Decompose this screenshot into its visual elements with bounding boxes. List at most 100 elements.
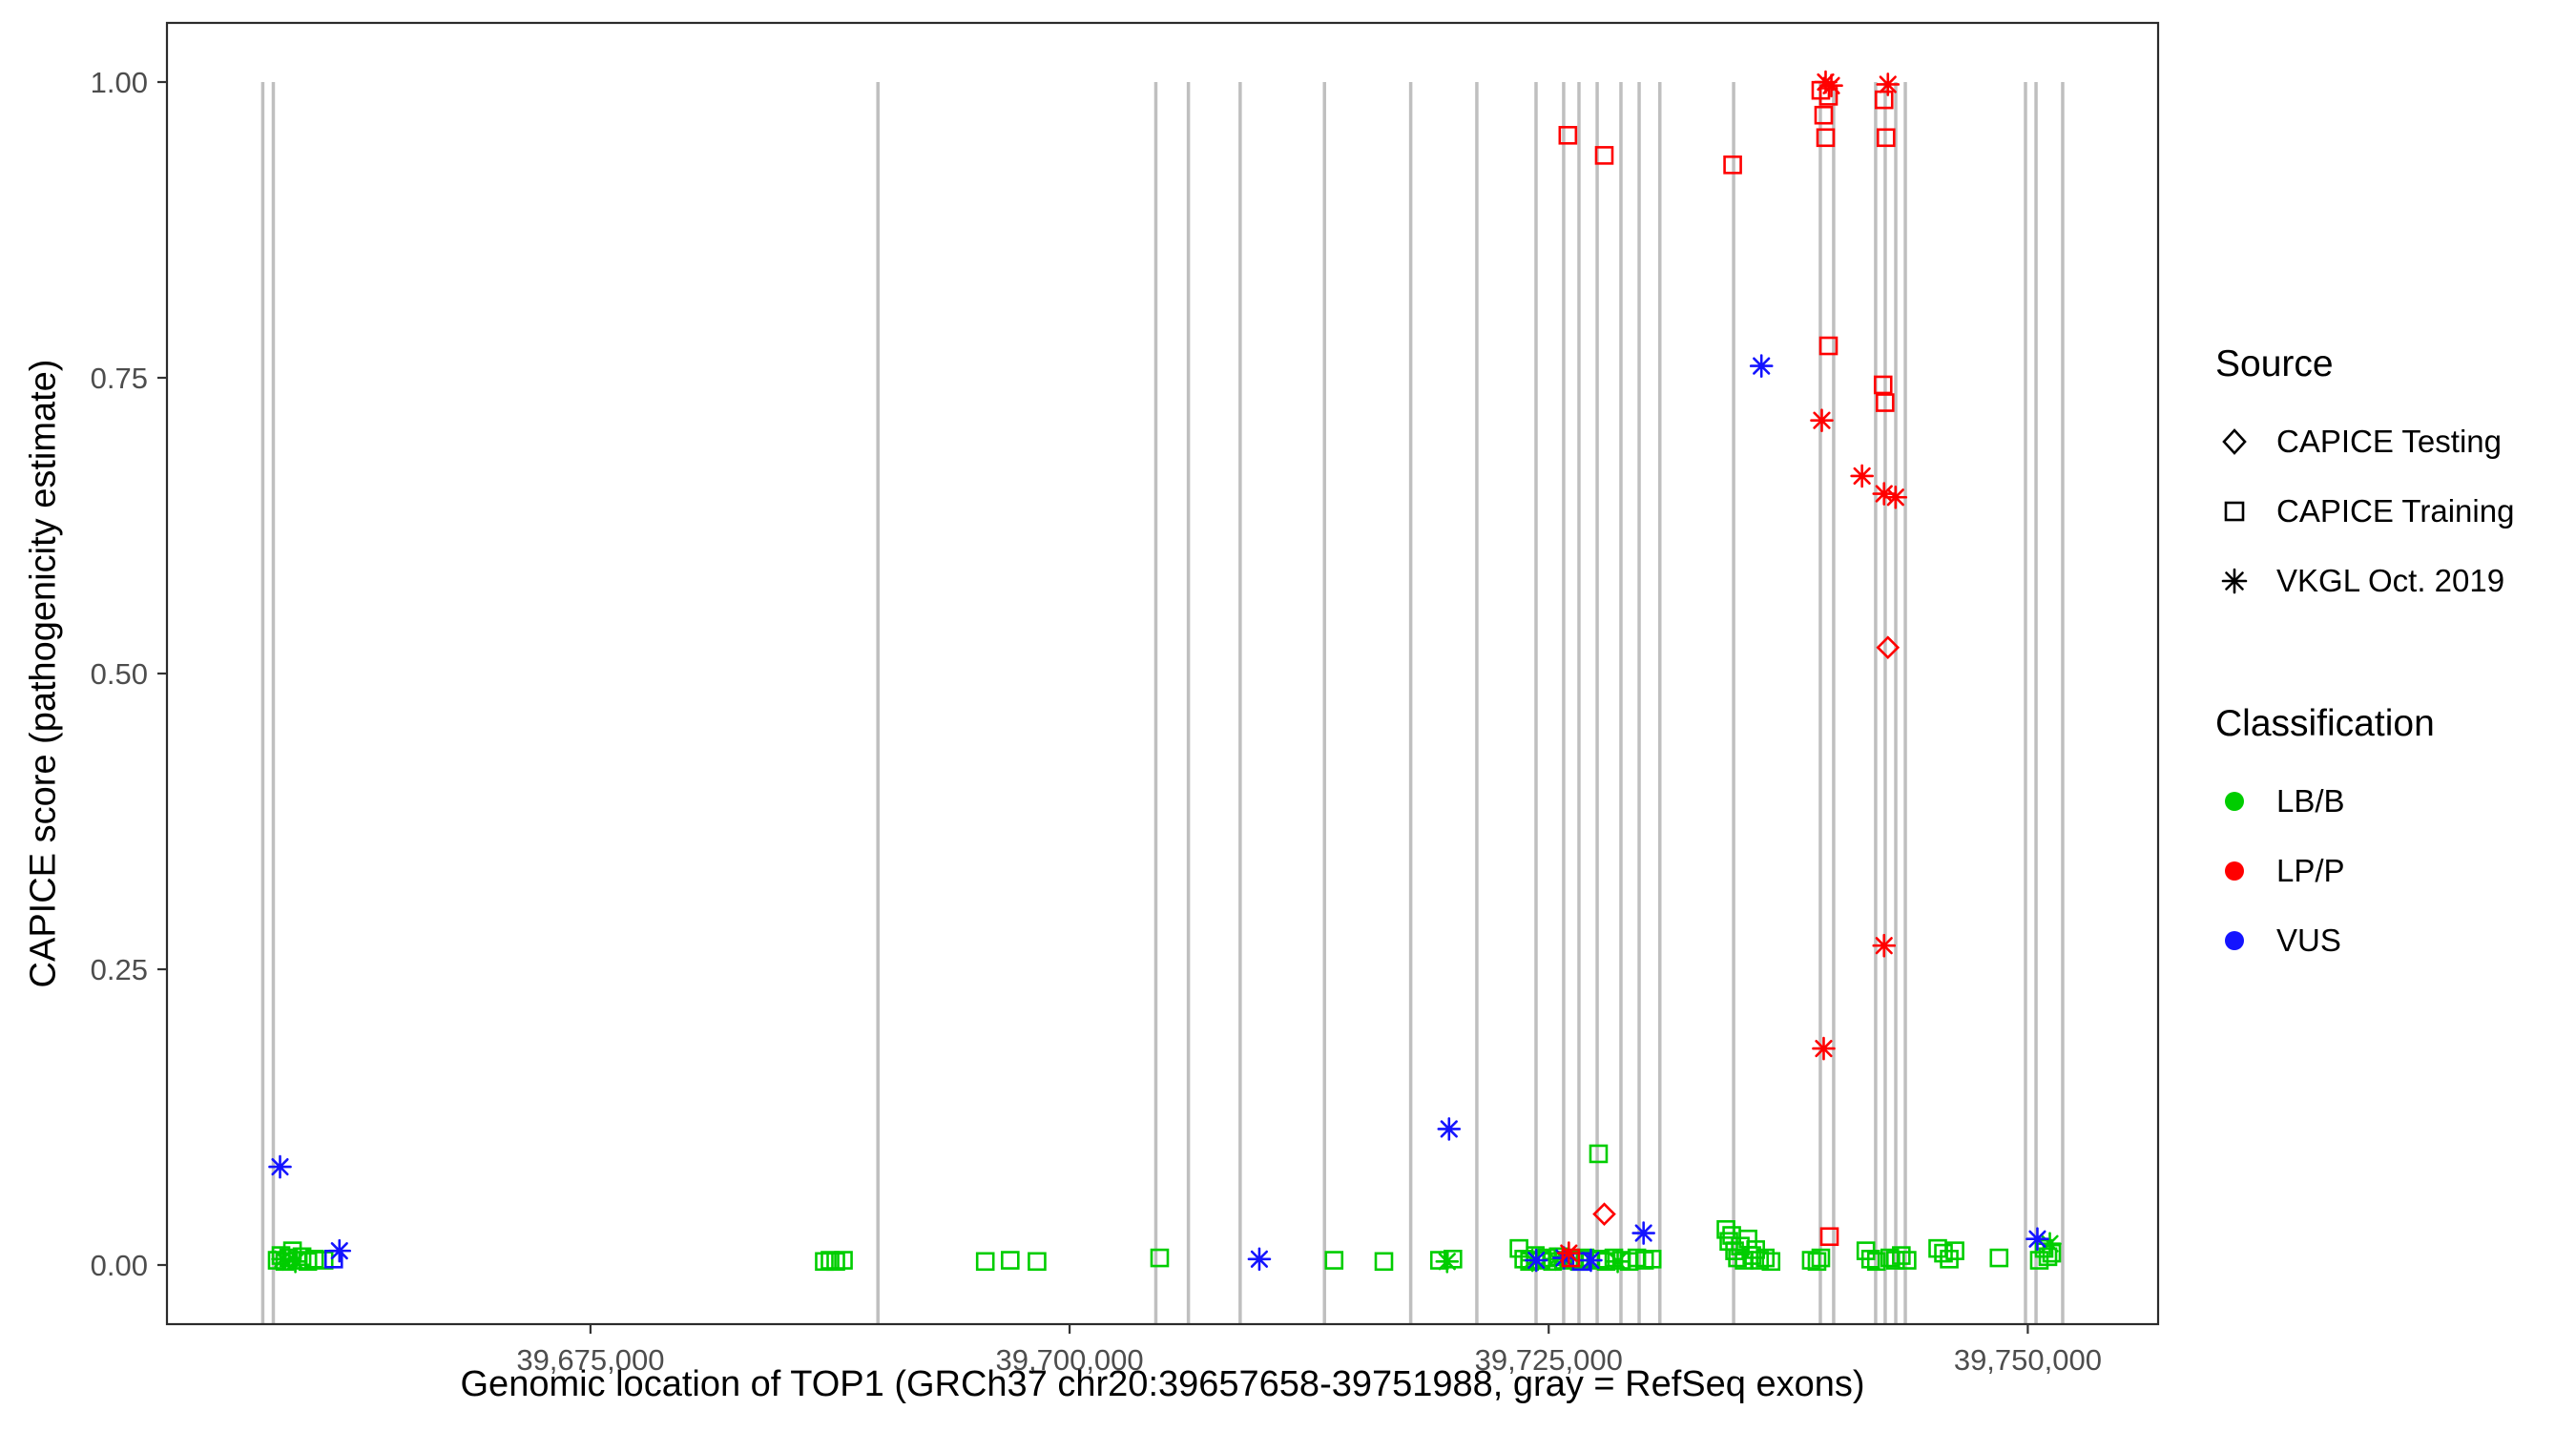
data-point-square (1324, 1251, 1344, 1270)
data-point-square (1814, 105, 1834, 125)
x-tick-label: 39,700,000 (996, 1343, 1144, 1377)
y-tick-label: 0.50 (91, 657, 148, 691)
data-point-asterisk (1524, 1248, 1548, 1273)
data-point-square (1886, 1251, 1905, 1270)
legend-item-label: CAPICE Testing (2276, 423, 2502, 459)
data-point-square (1374, 1252, 1394, 1272)
data-point-asterisk (2038, 1232, 2062, 1255)
legend-item-label: LB/B (2276, 782, 2345, 819)
data-point-square (1558, 126, 1578, 145)
data-point-asterisk (1812, 1036, 1836, 1061)
legend-item-vus: VUS (2215, 905, 2514, 975)
data-point-asterisk (1749, 354, 1774, 378)
data-point-asterisk (1247, 1247, 1272, 1272)
data-point-asterisk (268, 1154, 292, 1179)
data-point-square (1875, 393, 1895, 412)
data-point-asterisk (1872, 482, 1897, 506)
data-point-square (1728, 1248, 1747, 1268)
data-point-square (1594, 146, 1614, 165)
data-point-square (1866, 1252, 1886, 1272)
legend-spacer (2215, 615, 2514, 703)
data-point-square (1892, 1246, 1911, 1265)
data-point-asterisk (1579, 1248, 1603, 1273)
green-dot-icon (2215, 782, 2254, 820)
data-point-square (1001, 1251, 1020, 1270)
data-point-asterisk (1876, 73, 1901, 96)
data-point-square (1716, 1220, 1735, 1239)
data-point-square (1028, 1252, 1047, 1272)
x-axis-title: Genomic location of TOP1 (GRCh37 chr20:3… (460, 1364, 1865, 1404)
data-point-square (1750, 1251, 1769, 1270)
data-point-asterisk (1883, 485, 1908, 509)
data-point-asterisk (1819, 73, 1843, 98)
data-point-square (1589, 1144, 1609, 1164)
diamond-icon (2215, 423, 2254, 461)
legend-item-lpp: LP/P (2215, 836, 2514, 905)
legend-item-label: VUS (2276, 922, 2341, 958)
data-point-square (815, 1252, 834, 1272)
square-icon (2215, 492, 2254, 530)
data-point-square (1873, 375, 1893, 395)
legend-item-vkgl: VKGL Oct. 2019 (2215, 546, 2514, 615)
data-point-square (304, 1250, 324, 1269)
legend-item-lbb: LB/B (2215, 766, 2514, 836)
legend-source-title: Source (2215, 343, 2334, 384)
data-point-asterisk (1810, 408, 1834, 432)
y-tick-label: 1.00 (91, 66, 148, 99)
y-tick-label: 0.00 (91, 1249, 148, 1282)
data-point-square (1934, 1243, 1953, 1263)
data-point-square (1945, 1241, 1964, 1260)
data-point-square (1876, 128, 1896, 148)
x-tick-label: 39,725,000 (1475, 1343, 1623, 1377)
data-point-asterisk (283, 1249, 307, 1274)
blue-dot-icon (2215, 922, 2254, 960)
data-point-square (2038, 1247, 2058, 1267)
data-point-asterisk (1557, 1241, 1581, 1265)
data-point-square (1807, 1252, 1827, 1272)
legend-classification-title: Classification (2215, 703, 2435, 744)
data-point-square (1444, 1250, 1463, 1269)
y-tick-label: 0.25 (91, 953, 148, 986)
y-tick-label: 0.75 (91, 362, 148, 395)
data-point-square (323, 1250, 343, 1269)
data-point-diamond (1876, 635, 1901, 660)
data-point-square (292, 1247, 312, 1267)
data-point-square (834, 1251, 853, 1270)
data-point-asterisk (271, 1247, 295, 1272)
data-point-square (1818, 87, 1839, 106)
data-point-asterisk (2025, 1227, 2049, 1252)
data-point-square (1818, 336, 1839, 356)
legend: Source CAPICE Testing CAPICE Training VK… (2215, 343, 2514, 975)
legend-item-label: CAPICE Training (2276, 492, 2515, 529)
red-dot-icon (2215, 852, 2254, 890)
data-point-square (1642, 1250, 1662, 1269)
data-point-square (1874, 90, 1894, 110)
x-tick-label: 39,750,000 (1954, 1343, 2102, 1377)
y-axis-title: CAPICE score (pathogenicity estimate) (23, 359, 64, 988)
data-point-square (1755, 1248, 1776, 1268)
data-point-square (1860, 1250, 1880, 1269)
legend-item-label: LP/P (2276, 852, 2345, 888)
data-point-square (314, 1251, 334, 1270)
data-point-asterisk (1606, 1249, 1630, 1274)
data-point-square (1150, 1248, 1170, 1268)
x-tick-label: 39,675,000 (516, 1343, 664, 1377)
data-point-asterisk (1435, 1249, 1460, 1274)
data-point-square (1928, 1238, 1947, 1258)
panel-border (165, 21, 2160, 1326)
data-point-asterisk (1631, 1221, 1655, 1245)
data-point-square (1898, 1251, 1917, 1270)
data-point-asterisk (1872, 933, 1897, 958)
data-point-asterisk (1850, 464, 1874, 488)
legend-item-capice-training: CAPICE Training (2215, 476, 2514, 546)
data-point-square (1811, 1248, 1831, 1268)
legend-item-capice-testing: CAPICE Testing (2215, 406, 2514, 476)
data-point-square (1819, 1227, 1839, 1247)
asterisk-icon (2215, 562, 2254, 600)
data-point-square (1561, 1248, 1581, 1268)
data-point-square (1761, 1252, 1781, 1272)
data-point-diamond (1592, 1202, 1616, 1227)
data-point-square (1723, 156, 1742, 175)
